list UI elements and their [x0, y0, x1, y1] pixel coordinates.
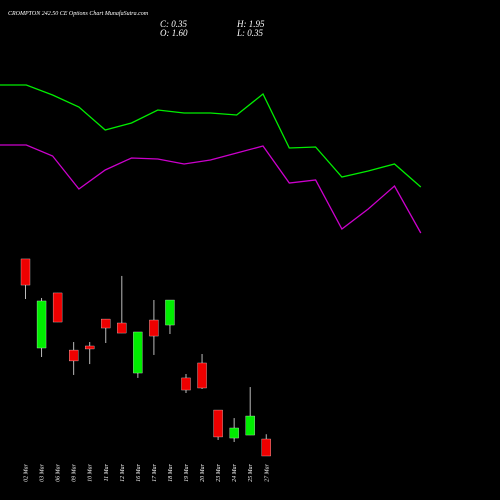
x-tick-label: 09 Mar: [72, 463, 78, 481]
candle-body: [20, 258, 31, 286]
x-tick-label: 11 Mar: [104, 463, 110, 481]
candle-body: [101, 318, 111, 329]
chart-title: CROMPTON 242.50 CE Options Chart MunafaS…: [8, 10, 149, 17]
line-series: [0, 144, 422, 234]
x-tick-label: 25 Mar: [248, 463, 254, 481]
x-tick-label: 27 Mar: [264, 463, 270, 481]
candle-body: [117, 322, 127, 334]
candle-body: [197, 362, 207, 389]
candle-body: [245, 415, 255, 436]
x-tick-label: 17 Mar: [152, 463, 158, 481]
x-tick-label: 24 Mar: [231, 463, 238, 481]
candle-body: [85, 345, 95, 350]
close-label: C: 0.35: [160, 19, 188, 29]
x-tick-label: 10 Mar: [88, 463, 94, 481]
x-tick-label: 16 Mar: [136, 463, 142, 481]
candle-body: [261, 438, 271, 457]
candle-body: [52, 292, 63, 323]
candle-body: [165, 299, 175, 326]
candle-body: [133, 331, 143, 374]
high-label: H: 1.95: [236, 19, 265, 29]
x-tick-label: 02 Mar: [24, 463, 30, 481]
candle-body: [181, 377, 191, 391]
candle-body: [36, 300, 47, 349]
x-tick-label: 20 Mar: [200, 463, 206, 481]
line-series: [0, 84, 422, 188]
x-tick-label: 06 Mar: [56, 463, 62, 481]
x-tick-label: 23 Mar: [216, 463, 222, 481]
candle-body: [229, 427, 239, 439]
x-tick-label: 03 Mar: [40, 463, 46, 481]
x-tick-label: 12 Mar: [120, 463, 126, 481]
low-label: L: 0.35: [236, 28, 264, 38]
candle-body: [149, 319, 159, 337]
candle-body: [213, 409, 223, 438]
candle-body: [69, 349, 79, 362]
x-tick-label: 18 Mar: [168, 463, 174, 481]
x-tick-label: 19 Mar: [184, 463, 190, 481]
open-label: O: 1.60: [160, 28, 188, 38]
